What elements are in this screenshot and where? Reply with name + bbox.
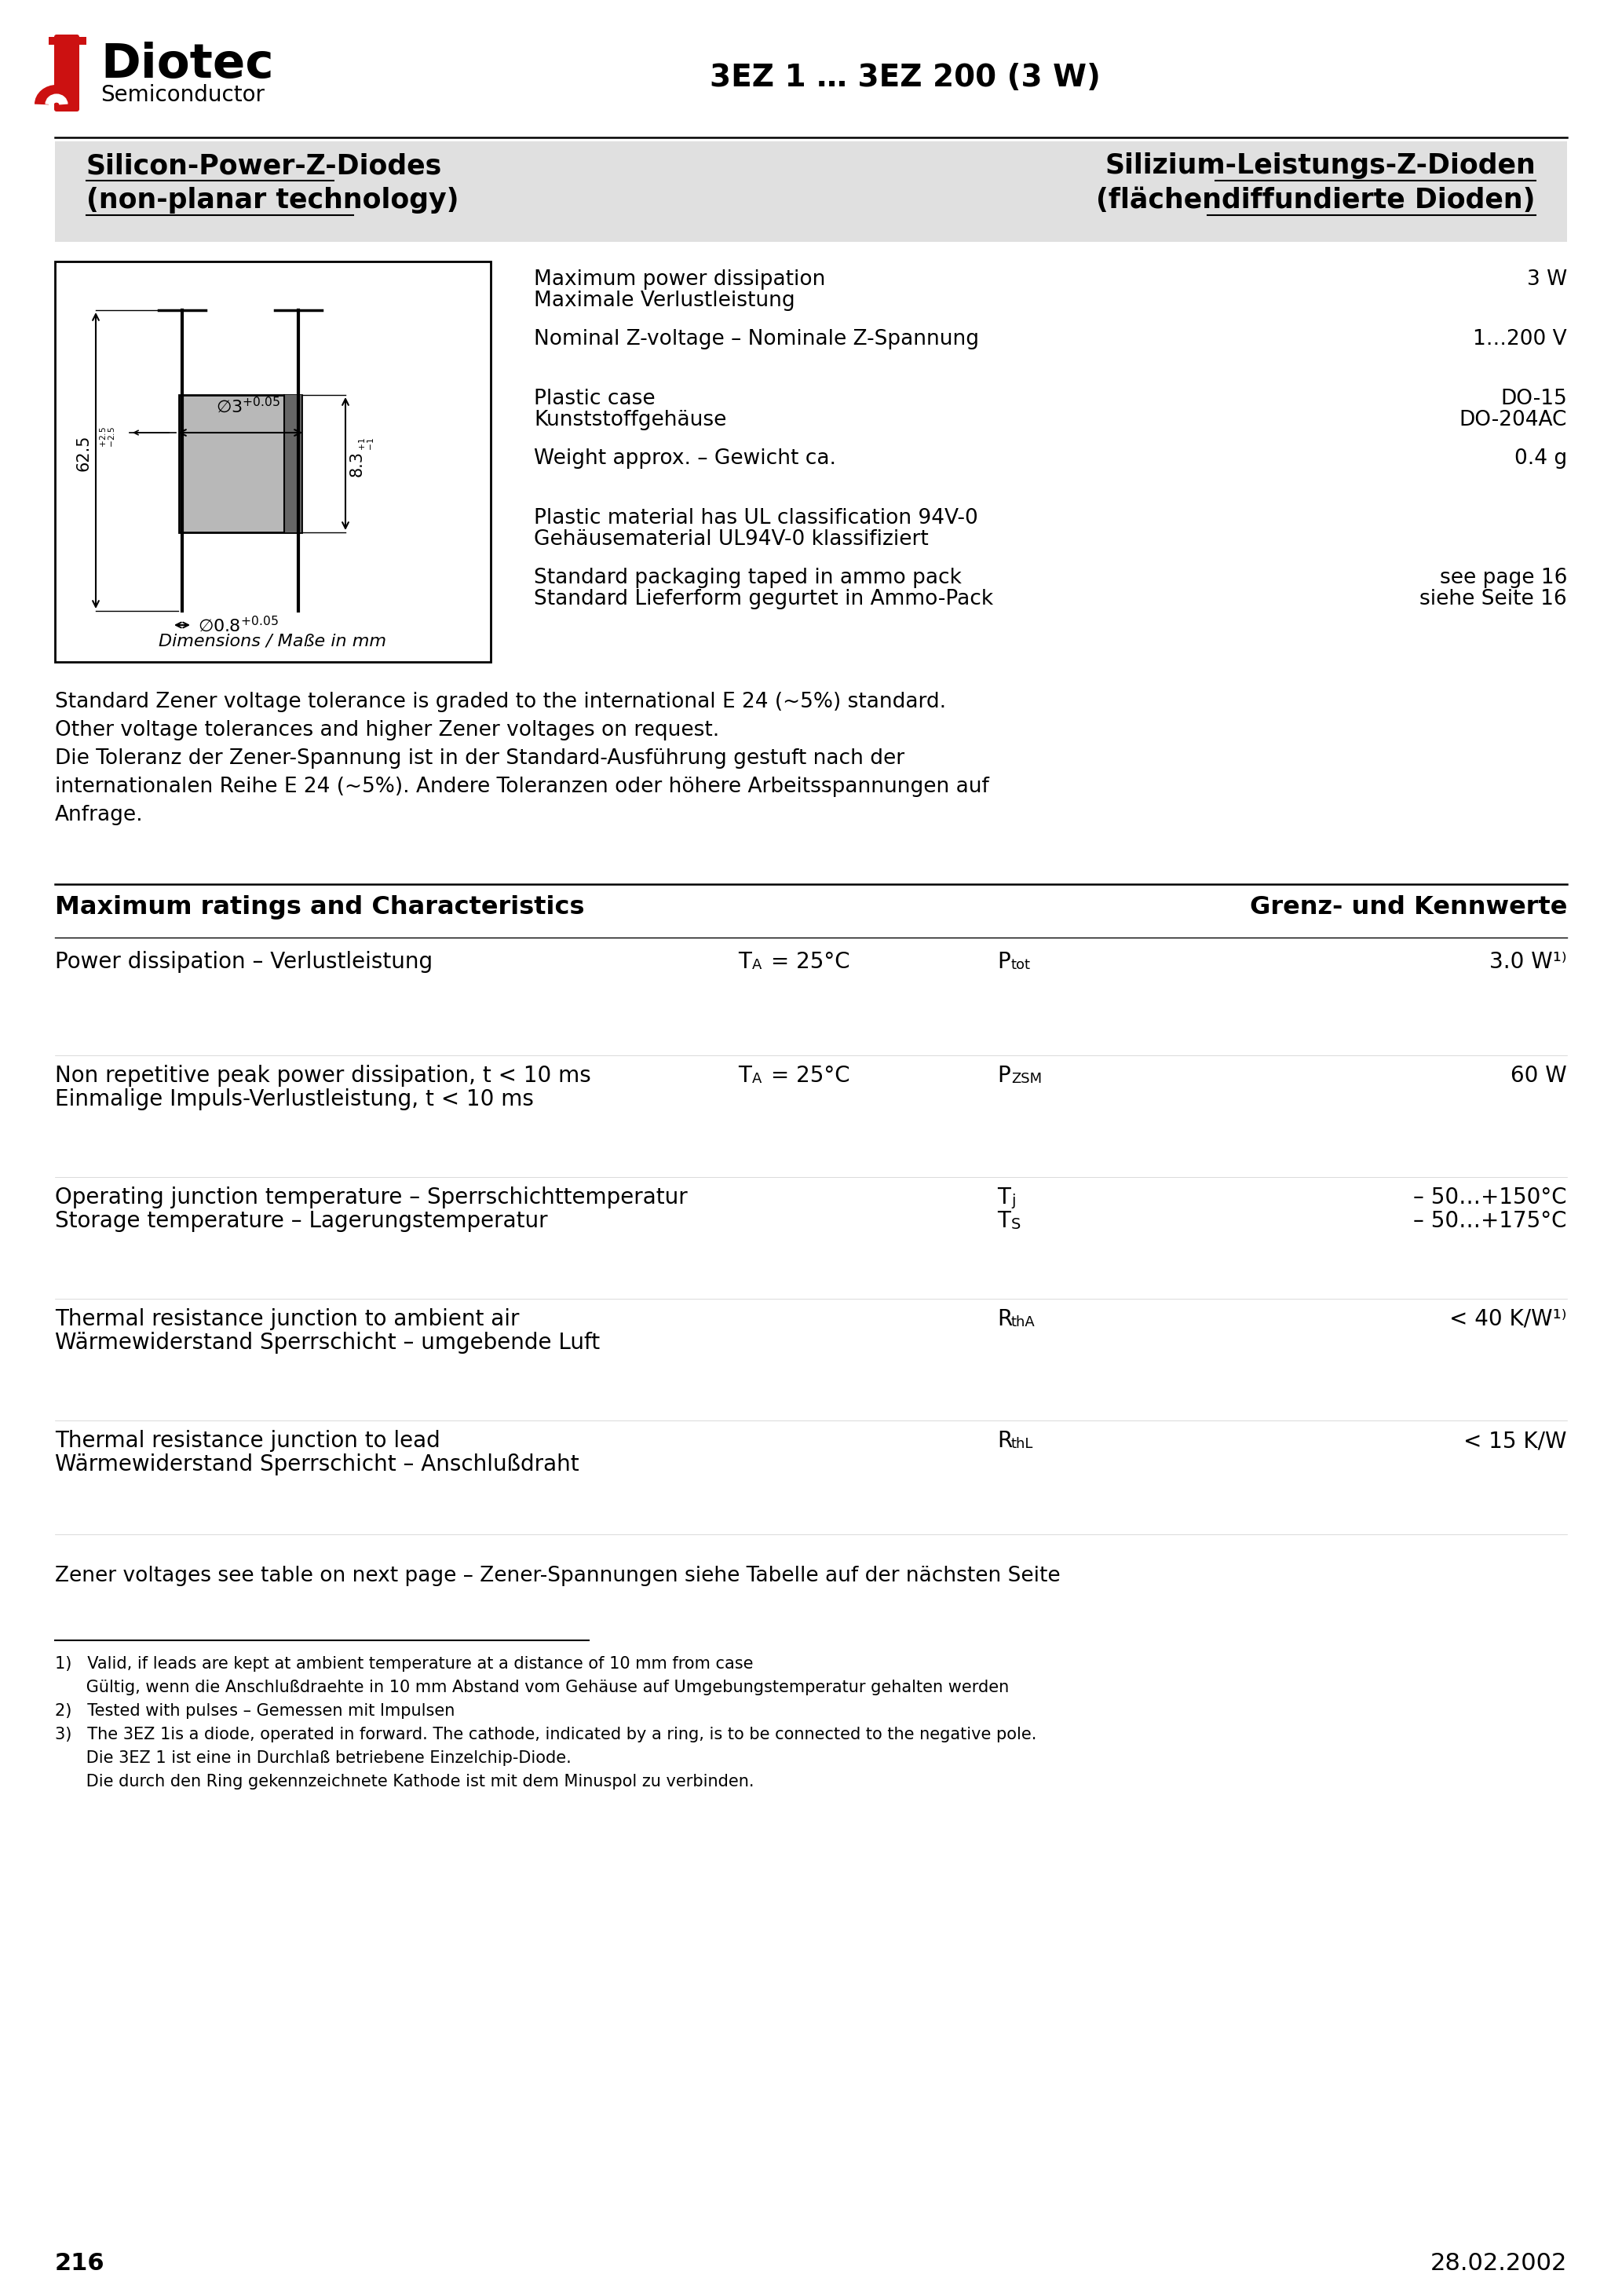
Text: Plastic case: Plastic case	[534, 388, 655, 409]
Text: 3.0 W¹⁾: 3.0 W¹⁾	[1489, 951, 1567, 974]
Text: $\varnothing$3$^{+0.05}$: $\varnothing$3$^{+0.05}$	[216, 395, 281, 416]
Text: 2)   Tested with pulses – Gemessen mit Impulsen: 2) Tested with pulses – Gemessen mit Imp…	[55, 1704, 454, 1720]
Text: Dimensions / Maße in mm: Dimensions / Maße in mm	[159, 634, 386, 650]
Text: T: T	[998, 1187, 1011, 1208]
Text: S: S	[1011, 1217, 1020, 1233]
Text: 8.3: 8.3	[349, 450, 365, 478]
Text: Standard Zener voltage tolerance is graded to the international E 24 (~5%) stand: Standard Zener voltage tolerance is grad…	[55, 691, 946, 712]
Text: j: j	[1011, 1194, 1015, 1208]
Text: Thermal resistance junction to lead: Thermal resistance junction to lead	[55, 1430, 440, 1451]
Text: P: P	[998, 951, 1011, 974]
Text: Other voltage tolerances and higher Zener voltages on request.: Other voltage tolerances and higher Zene…	[55, 721, 719, 742]
Text: Maximum ratings and Characteristics: Maximum ratings and Characteristics	[55, 895, 584, 918]
Text: = 25°C: = 25°C	[764, 951, 850, 974]
Text: Weight approx. – Gewicht ca.: Weight approx. – Gewicht ca.	[534, 448, 835, 468]
Text: $\varnothing$0.8$^{+0.05}$: $\varnothing$0.8$^{+0.05}$	[198, 615, 279, 634]
Bar	[284, 395, 302, 533]
Text: Silizium-Leistungs-Z-Dioden: Silizium-Leistungs-Z-Dioden	[1105, 152, 1536, 179]
Text: see page 16: see page 16	[1440, 567, 1567, 588]
Text: Power dissipation – Verlustleistung: Power dissipation – Verlustleistung	[55, 951, 433, 974]
Text: (non-planar technology): (non-planar technology)	[86, 186, 459, 214]
Text: 28.02.2002: 28.02.2002	[1431, 2252, 1567, 2275]
Text: 1)   Valid, if leads are kept at ambient temperature at a distance of 10 mm from: 1) Valid, if leads are kept at ambient t…	[55, 1655, 753, 1671]
Text: Non repetitive peak power dissipation, t < 10 ms: Non repetitive peak power dissipation, t…	[55, 1065, 590, 1086]
Text: T: T	[738, 951, 751, 974]
Text: internationalen Reihe E 24 (~5%). Andere Toleranzen oder höhere Arbeitsspannunge: internationalen Reihe E 24 (~5%). Andere…	[55, 776, 989, 797]
Text: Operating junction temperature – Sperrschichttemperatur: Operating junction temperature – Sperrsc…	[55, 1187, 688, 1208]
Text: 3EZ 1 … 3EZ 200 (3 W): 3EZ 1 … 3EZ 200 (3 W)	[710, 62, 1101, 92]
Text: ZSM: ZSM	[1011, 1072, 1041, 1086]
Text: – 50…+175°C: – 50…+175°C	[1413, 1210, 1567, 1233]
Text: Gültig, wenn die Anschlußdraehte in 10 mm Abstand vom Gehäuse auf Umgebungstempe: Gültig, wenn die Anschlußdraehte in 10 m…	[55, 1681, 1009, 1694]
Text: 3 W: 3 W	[1526, 269, 1567, 289]
Text: Semiconductor: Semiconductor	[101, 85, 264, 106]
Text: Standard packaging taped in ammo pack: Standard packaging taped in ammo pack	[534, 567, 962, 588]
Text: thL: thL	[1011, 1437, 1033, 1451]
Text: thA: thA	[1011, 1316, 1035, 1329]
Text: Einmalige Impuls-Verlustleistung, t < 10 ms: Einmalige Impuls-Verlustleistung, t < 10…	[55, 1088, 534, 1111]
Text: Wärmewiderstand Sperrschicht – umgebende Luft: Wärmewiderstand Sperrschicht – umgebende…	[55, 1332, 600, 1355]
Text: 62.5: 62.5	[75, 434, 91, 471]
Text: Plastic material has UL classification 94V-0: Plastic material has UL classification 9…	[534, 507, 978, 528]
Text: A: A	[753, 1072, 762, 1086]
Text: siehe Seite 16: siehe Seite 16	[1419, 588, 1567, 608]
Bar	[55, 142, 1567, 241]
Text: Storage temperature – Lagerungstemperatur: Storage temperature – Lagerungstemperatu…	[55, 1210, 548, 1233]
Bar	[55, 262, 491, 661]
Text: R: R	[998, 1309, 1012, 1329]
Text: Silicon-Power-Z-Diodes: Silicon-Power-Z-Diodes	[86, 152, 443, 179]
Text: Grenz- und Kennwerte: Grenz- und Kennwerte	[1249, 895, 1567, 918]
Text: A: A	[753, 957, 762, 971]
Text: Kunststoffgehäuse: Kunststoffgehäuse	[534, 411, 727, 429]
Text: Anfrage.: Anfrage.	[55, 806, 143, 824]
Text: Standard Lieferform gegurtet in Ammo-Pack: Standard Lieferform gegurtet in Ammo-Pac…	[534, 588, 993, 608]
FancyBboxPatch shape	[54, 34, 79, 113]
Text: P: P	[998, 1065, 1011, 1086]
Text: < 40 K/W¹⁾: < 40 K/W¹⁾	[1450, 1309, 1567, 1329]
Text: Thermal resistance junction to ambient air: Thermal resistance junction to ambient a…	[55, 1309, 519, 1329]
Text: 1…200 V: 1…200 V	[1473, 328, 1567, 349]
Text: DO-204AC: DO-204AC	[1460, 411, 1567, 429]
Text: $^{+2.5}_{-2.5}$: $^{+2.5}_{-2.5}$	[99, 427, 117, 448]
Text: < 15 K/W: < 15 K/W	[1463, 1430, 1567, 1451]
Text: Die 3EZ 1 ist eine in Durchlaß betriebene Einzelchip-Diode.: Die 3EZ 1 ist eine in Durchlaß betrieben…	[55, 1750, 571, 1766]
Text: = 25°C: = 25°C	[764, 1065, 850, 1086]
Bar	[49, 37, 86, 44]
Text: R: R	[998, 1430, 1012, 1451]
Text: T: T	[738, 1065, 751, 1086]
Text: Wärmewiderstand Sperrschicht – Anschlußdraht: Wärmewiderstand Sperrschicht – Anschlußd…	[55, 1453, 579, 1476]
Text: $^{+1}_{-1}$: $^{+1}_{-1}$	[358, 439, 376, 450]
Text: 216: 216	[55, 2252, 105, 2275]
Text: – 50…+150°C: – 50…+150°C	[1413, 1187, 1567, 1208]
Text: Gehäusematerial UL94V-0 klassifiziert: Gehäusematerial UL94V-0 klassifiziert	[534, 530, 928, 549]
Text: T: T	[998, 1210, 1011, 1233]
Text: 3)   The 3EZ 1is a diode, operated in forward. The cathode, indicated by a ring,: 3) The 3EZ 1is a diode, operated in forw…	[55, 1727, 1036, 1743]
Bar	[178, 395, 302, 533]
Text: Die Toleranz der Zener-Spannung ist in der Standard-Ausführung gestuft nach der: Die Toleranz der Zener-Spannung ist in d…	[55, 748, 905, 769]
Text: (flächendiffundierte Dioden): (flächendiffundierte Dioden)	[1096, 186, 1536, 214]
Text: 0.4 g: 0.4 g	[1515, 448, 1567, 468]
Text: Nominal Z-voltage – Nominale Z-Spannung: Nominal Z-voltage – Nominale Z-Spannung	[534, 328, 980, 349]
Text: tot: tot	[1011, 957, 1032, 971]
Text: Diotec: Diotec	[101, 41, 274, 87]
Text: DO-15: DO-15	[1500, 388, 1567, 409]
Text: 60 W: 60 W	[1510, 1065, 1567, 1086]
Text: Maximale Verlustleistung: Maximale Verlustleistung	[534, 292, 795, 310]
Text: Die durch den Ring gekennzeichnete Kathode ist mit dem Minuspol zu verbinden.: Die durch den Ring gekennzeichnete Katho…	[55, 1775, 754, 1789]
Text: Maximum power dissipation: Maximum power dissipation	[534, 269, 826, 289]
Text: Zener voltages see table on next page – Zener-Spannungen siehe Tabelle auf der n: Zener voltages see table on next page – …	[55, 1566, 1061, 1587]
